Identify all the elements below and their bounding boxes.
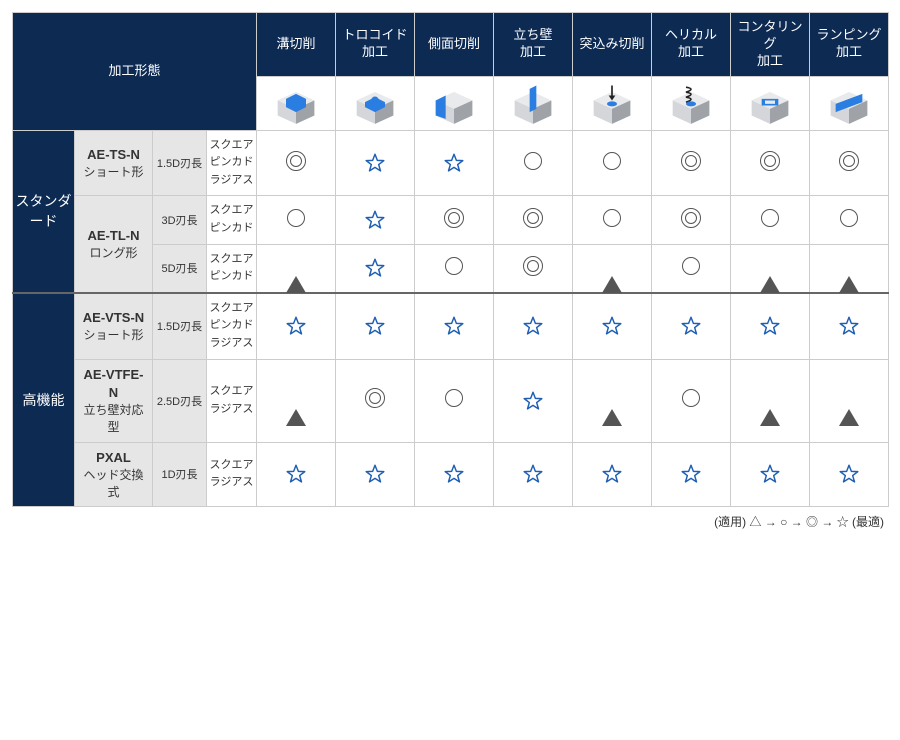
rating-cell [731,130,810,196]
comparison-table: 加工形態溝切削トロコイド加工側面切削立ち壁加工突込み切削ヘリカル加工コンタリング… [12,12,888,530]
variant-len: 3D刃長 [153,196,207,244]
category-0: スタンダード [13,130,75,293]
rating-cell [257,244,336,293]
rating-cell [810,293,889,359]
rating-cell [810,442,889,507]
rating-cell [810,196,889,244]
rating-cell [336,293,415,359]
rating-cell [731,442,810,507]
rating-cell [810,359,889,442]
rating-cell [257,442,336,507]
rating-cell [573,293,652,359]
product-AE-VTS-N: AE-VTS-Nショート形 [75,293,153,359]
rating-cell [336,442,415,507]
op-header-1: トロコイド加工 [336,13,415,77]
op-icon-ramp [810,76,889,130]
variant-shapes: スクエアピンカド [207,196,257,244]
rating-cell [494,244,573,293]
op-header-6: コンタリング加工 [731,13,810,77]
product-AE-TL-N: AE-TL-Nロング形 [75,196,153,293]
op-header-5: ヘリカル加工 [652,13,731,77]
variant-len: 1.5D刃長 [153,130,207,196]
product-AE-VTFE-N: AE-VTFE-N立ち壁対応型 [75,359,153,442]
variant-shapes: スクエアピンカドラジアス [207,293,257,359]
rating-cell [573,442,652,507]
variant-shapes: スクエアラジアス [207,442,257,507]
rating-cell [810,244,889,293]
row-header-label: 加工形態 [13,13,257,131]
rating-cell [573,359,652,442]
rating-cell [652,244,731,293]
variant-len: 5D刃長 [153,244,207,293]
rating-cell [494,130,573,196]
rating-cell [810,130,889,196]
op-icon-slot [257,76,336,130]
op-icon-helical [652,76,731,130]
rating-cell [494,293,573,359]
product-PXAL: PXALヘッド交換式 [75,442,153,507]
rating-cell [415,244,494,293]
rating-cell [257,293,336,359]
rating-cell [415,442,494,507]
rating-cell [415,293,494,359]
rating-cell [652,196,731,244]
op-header-0: 溝切削 [257,13,336,77]
rating-cell [573,196,652,244]
rating-cell [731,196,810,244]
rating-cell [336,196,415,244]
rating-cell [415,130,494,196]
variant-len: 1D刃長 [153,442,207,507]
rating-cell [494,359,573,442]
op-header-2: 側面切削 [415,13,494,77]
rating-cell [731,293,810,359]
rating-cell [336,130,415,196]
category-1: 高機能 [13,293,75,507]
rating-cell [415,196,494,244]
op-header-4: 突込み切削 [573,13,652,77]
rating-cell [494,196,573,244]
rating-cell [652,359,731,442]
rating-cell [415,359,494,442]
variant-shapes: スクエアピンカド [207,244,257,293]
variant-len: 1.5D刃長 [153,293,207,359]
variant-shapes: スクエアラジアス [207,359,257,442]
rating-cell [257,196,336,244]
op-icon-trochoid [336,76,415,130]
legend-text: (適用) △ → ○ → ◎ → ☆ (最適) [12,507,888,530]
op-header-3: 立ち壁加工 [494,13,573,77]
rating-cell [336,359,415,442]
rating-cell [652,130,731,196]
rating-cell [257,359,336,442]
op-icon-wall [494,76,573,130]
rating-cell [731,244,810,293]
rating-cell [257,130,336,196]
op-header-7: ランピング加工 [810,13,889,77]
rating-cell [573,244,652,293]
rating-cell [336,244,415,293]
rating-cell [652,442,731,507]
rating-cell [652,293,731,359]
rating-cell [494,442,573,507]
rating-cell [731,359,810,442]
variant-shapes: スクエアピンカドラジアス [207,130,257,196]
op-icon-plunge [573,76,652,130]
rating-cell [573,130,652,196]
op-icon-contour [731,76,810,130]
op-icon-side [415,76,494,130]
variant-len: 2.5D刃長 [153,359,207,442]
product-AE-TS-N: AE-TS-Nショート形 [75,130,153,196]
